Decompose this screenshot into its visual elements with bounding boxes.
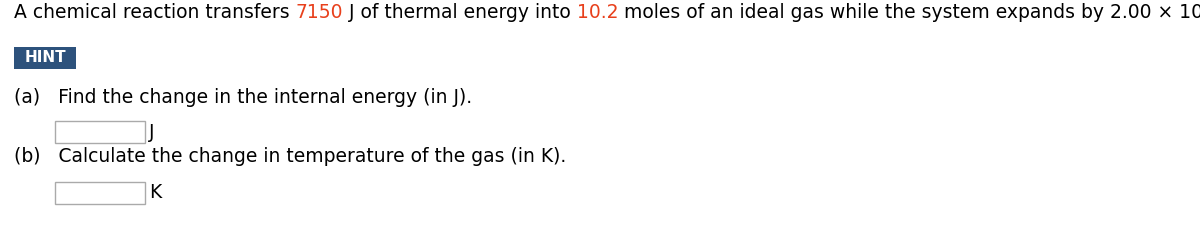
- Text: A chemical reaction transfers: A chemical reaction transfers: [14, 3, 295, 22]
- Bar: [14, 47, 76, 69]
- Text: J of thermal energy into: J of thermal energy into: [343, 3, 577, 22]
- Text: 10.2: 10.2: [577, 3, 618, 22]
- Text: HINT: HINT: [24, 51, 66, 66]
- Bar: [55, 182, 145, 204]
- Text: 7150: 7150: [295, 3, 343, 22]
- Text: (a)   Find the change in the internal energy (in J).: (a) Find the change in the internal ener…: [14, 88, 472, 107]
- Text: moles of an ideal gas while the system expands by 2.00 × 10: moles of an ideal gas while the system e…: [618, 3, 1200, 22]
- Text: (b)   Calculate the change in temperature of the gas (in K).: (b) Calculate the change in temperature …: [14, 147, 566, 166]
- Text: J: J: [149, 122, 155, 142]
- Text: K: K: [149, 183, 161, 203]
- Bar: [55, 121, 145, 143]
